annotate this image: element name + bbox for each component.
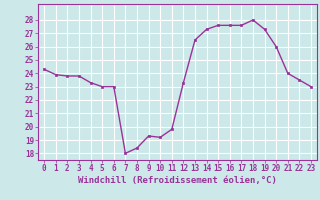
X-axis label: Windchill (Refroidissement éolien,°C): Windchill (Refroidissement éolien,°C) [78,176,277,185]
